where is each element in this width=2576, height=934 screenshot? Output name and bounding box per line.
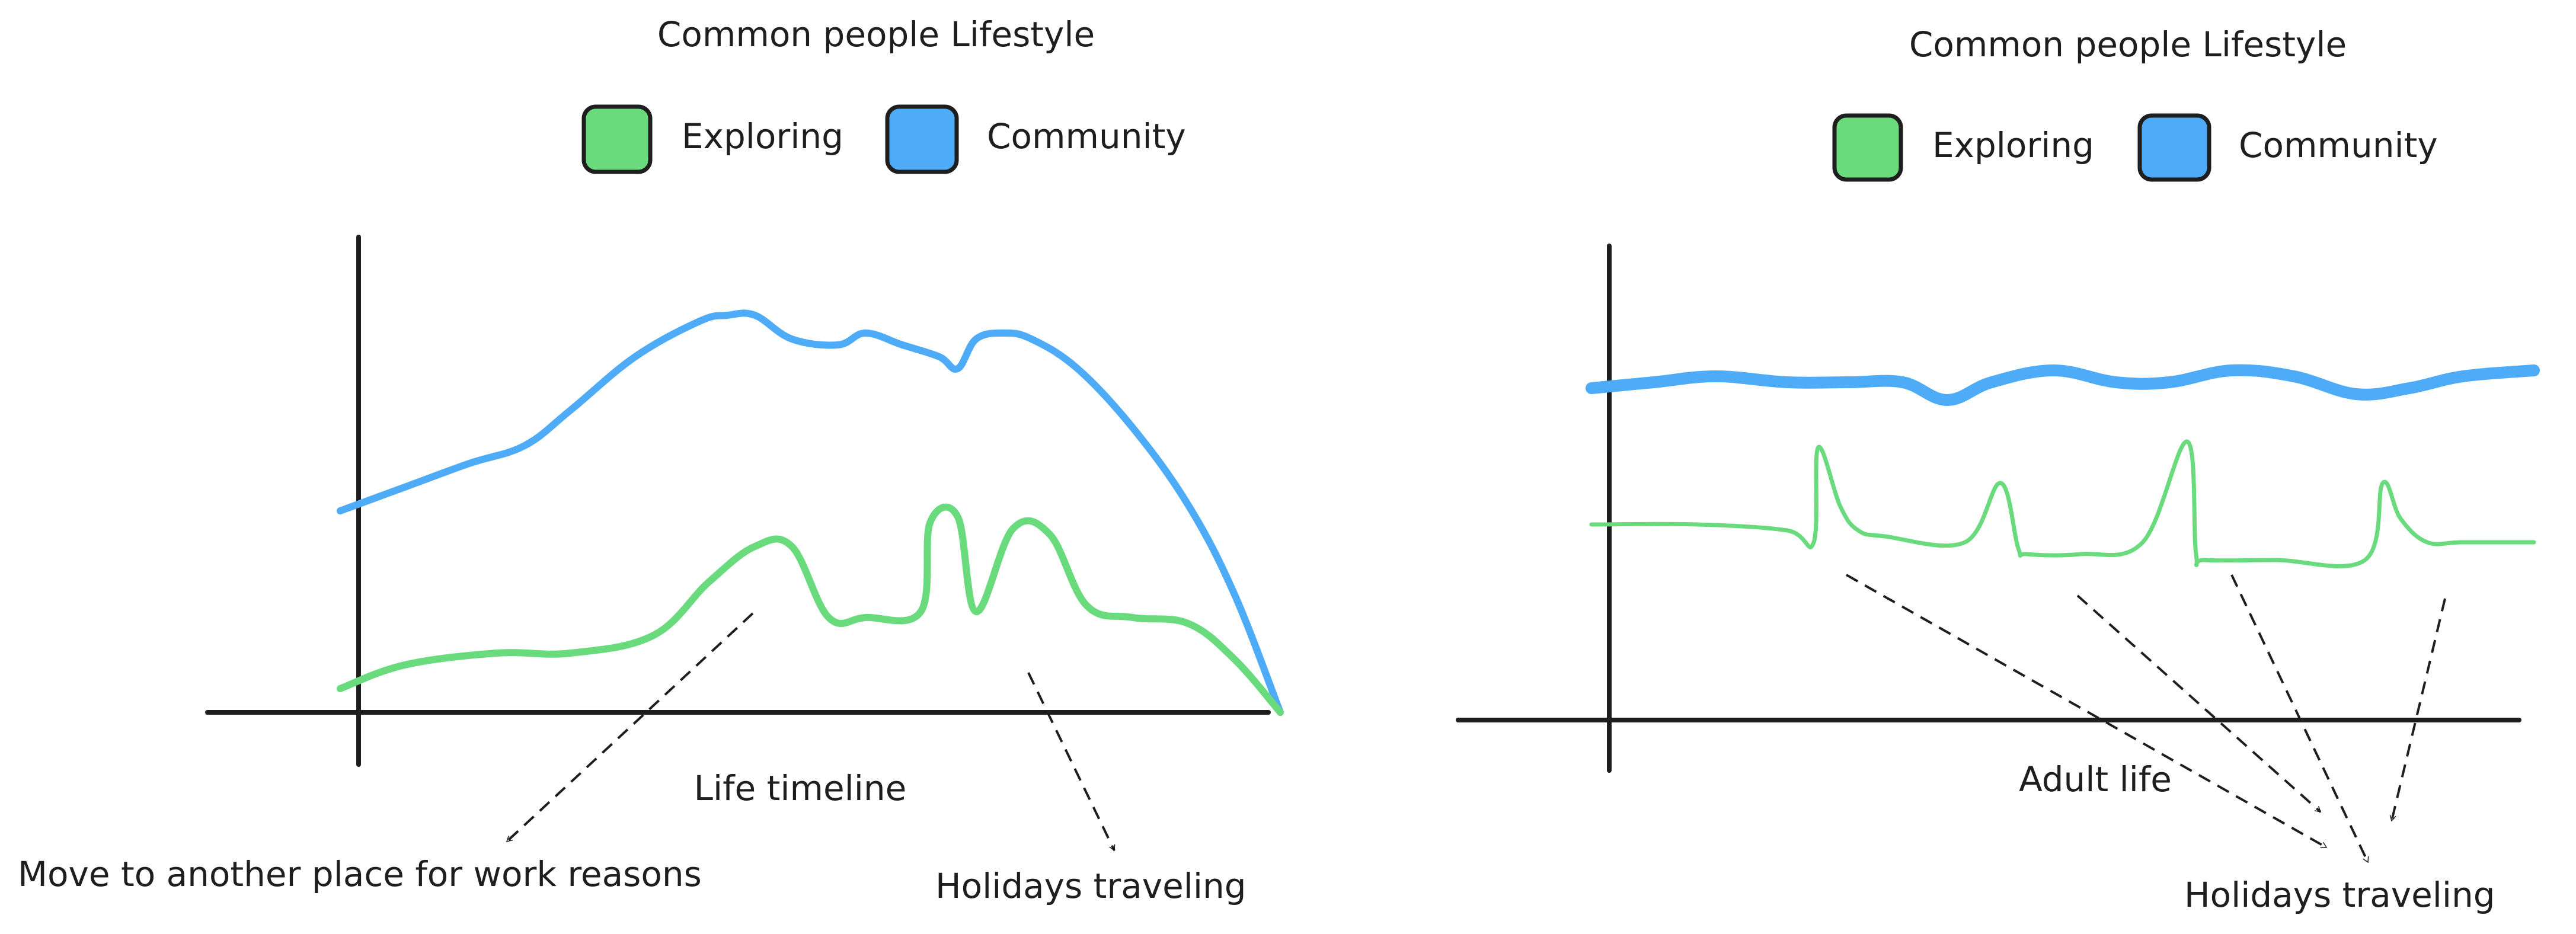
legend: Exploring Community	[1832, 113, 2438, 182]
legend-label-community: Community	[2239, 125, 2438, 165]
series-line-exploring	[1589, 439, 2536, 568]
annotation-arrow-holidays-1	[1846, 574, 2328, 849]
series-line-community	[1586, 364, 2540, 406]
annotation-arrow-holidays-4	[2389, 598, 2446, 822]
legend-label-exploring: Exploring	[1932, 125, 2094, 165]
legend-swatch-exploring	[581, 104, 653, 174]
chart-left: Common people Lifestyle Exploring Commun…	[18, 14, 1284, 906]
chart-title: Common people Lifestyle	[657, 14, 1095, 55]
x-axis-label: Life timeline	[694, 768, 907, 808]
legend-swatch-community	[2137, 113, 2211, 182]
chart-right: Common people Lifestyle Exploring Commun…	[1456, 24, 2540, 915]
series-line-exploring	[336, 503, 1284, 716]
annotation-arrow-holidays-3	[2230, 574, 2369, 863]
legend-swatch-exploring	[1832, 113, 1903, 182]
legend-label-community: Community	[987, 116, 1186, 156]
legend: Exploring Community	[581, 104, 1186, 174]
series-line-community	[336, 309, 1284, 716]
annotation-holidays: Holidays traveling	[935, 866, 1247, 906]
chart-title: Common people Lifestyle	[1909, 24, 2347, 65]
x-axis-label: Adult life	[2019, 759, 2172, 799]
annotation-work-move: Move to another place for work reasons	[18, 854, 702, 894]
legend-label-exploring: Exploring	[682, 116, 843, 156]
annotation-holidays: Holidays traveling	[2184, 875, 2495, 915]
annotation-arrow-holidays	[1027, 672, 1116, 852]
legend-swatch-community	[885, 104, 959, 174]
annotation-arrow-holidays-2	[2076, 594, 2322, 813]
annotation-arrow-work-move	[506, 612, 754, 843]
